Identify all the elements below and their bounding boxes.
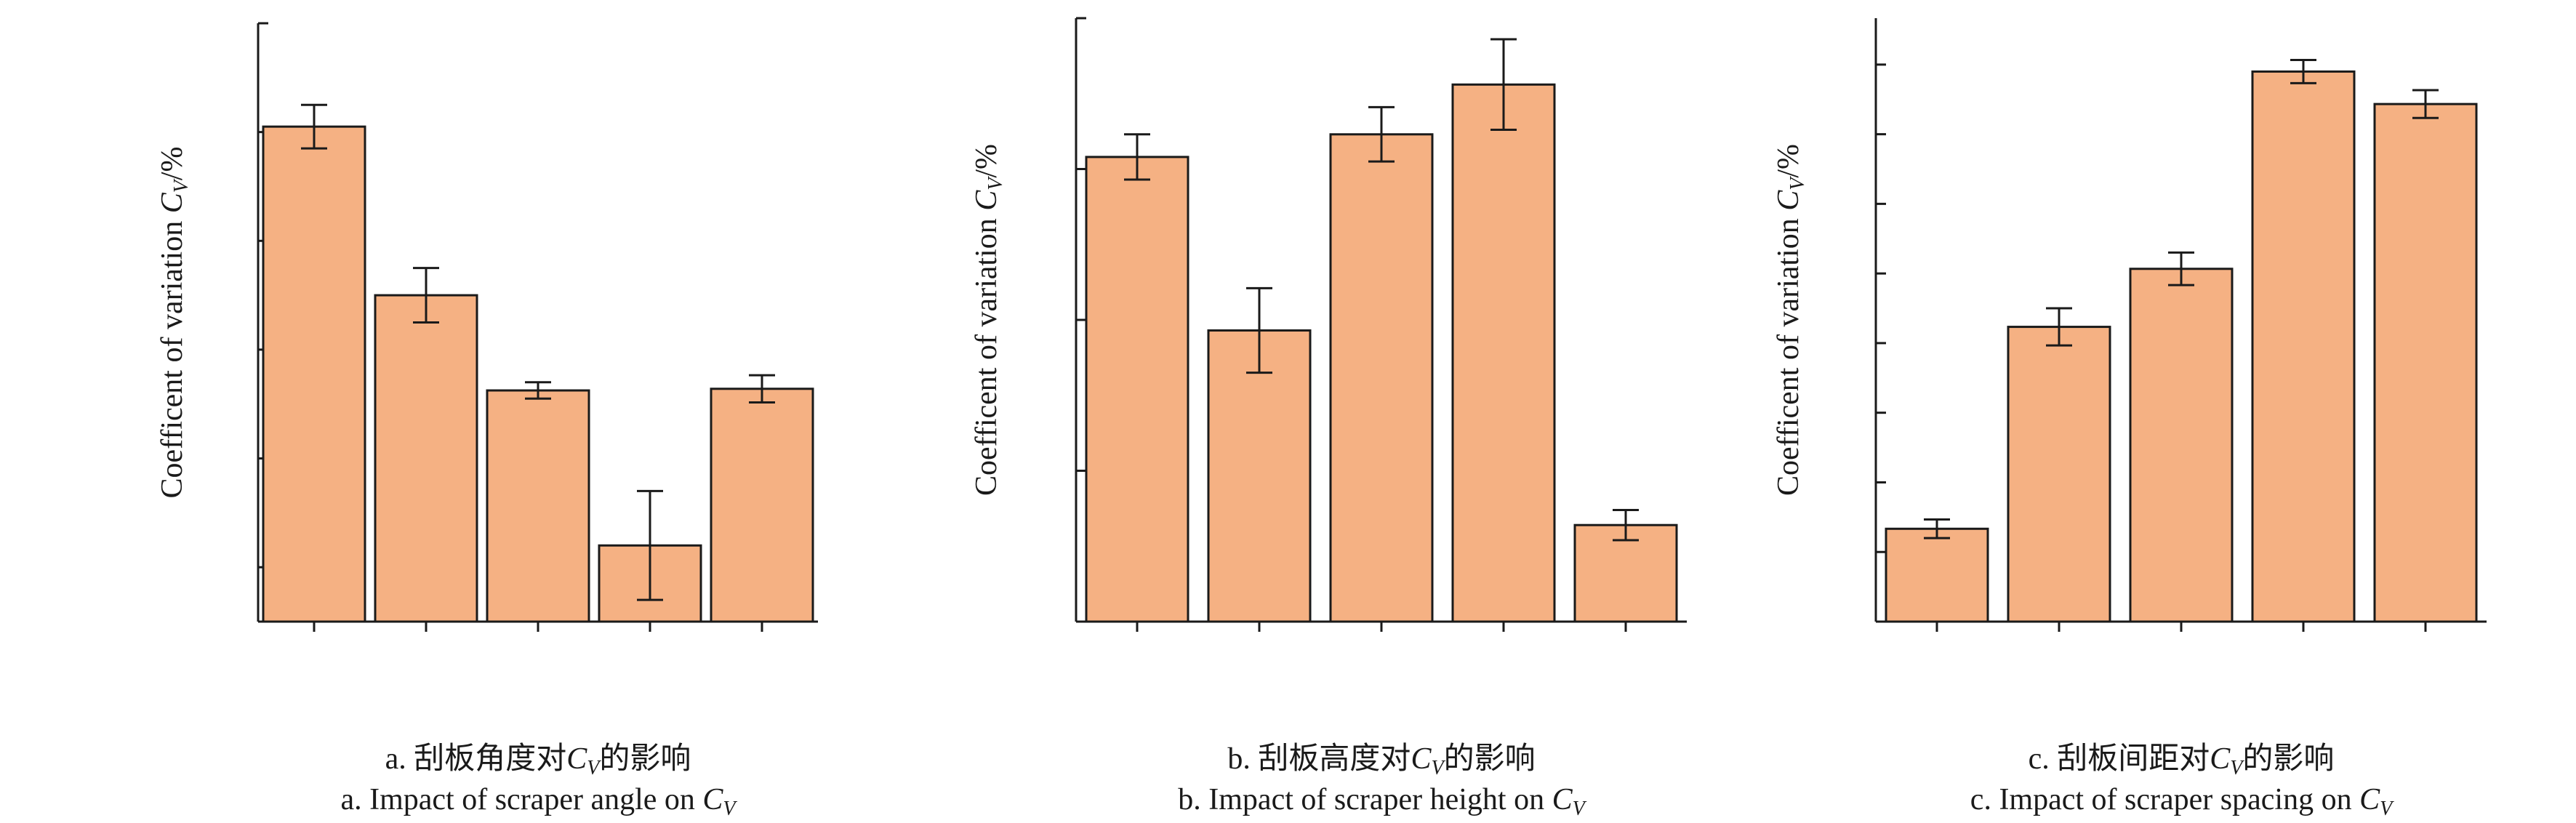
caption-cn-var: C bbox=[2210, 742, 2231, 776]
caption-en-prefix: b. Impact of scraper height on bbox=[1178, 783, 1552, 816]
bar bbox=[2251, 70, 2356, 623]
caption-cn-sub: V bbox=[1431, 757, 1445, 779]
caption-cn-prefix: b. 刮板高度对 bbox=[1227, 742, 1411, 776]
y-axis-label-sub: V bbox=[984, 176, 1007, 190]
y-axis-label-var: C bbox=[156, 192, 189, 213]
error-bar bbox=[1490, 38, 1517, 132]
caption-cn-prefix: c. 刮板间距对 bbox=[2029, 742, 2210, 776]
bar bbox=[486, 389, 590, 623]
caption-en: c. Impact of scraper spacing on CV bbox=[1970, 783, 2394, 820]
caption-cn-sub: V bbox=[587, 757, 601, 779]
error-bar bbox=[413, 267, 439, 324]
chart-panel-c: Coefficent of variation CV/%c. 刮板间距对CV的影… bbox=[1772, 18, 2487, 820]
y-axis-label-unit: /% bbox=[970, 144, 1003, 178]
caption-cn-suffix: 的影响 bbox=[599, 742, 691, 776]
caption-en-prefix: a. Impact of scraper angle on bbox=[340, 783, 702, 816]
y-axis-label-sub: V bbox=[170, 178, 193, 193]
caption-cn: a. 刮板角度对CV的影响 bbox=[385, 742, 691, 779]
caption-cn: b. 刮板高度对CV的影响 bbox=[1227, 742, 1535, 779]
caption-en: b. Impact of scraper height on CV bbox=[1178, 783, 1586, 820]
bar bbox=[710, 388, 814, 623]
error-bar bbox=[525, 381, 551, 400]
caption-cn: c. 刮板间距对CV的影响 bbox=[2029, 742, 2335, 779]
y-axis-label-en: Coefficent of variation CV/% bbox=[970, 144, 1007, 496]
bar bbox=[374, 294, 478, 623]
y-axis-label-en: Coefficent of variation CV/% bbox=[156, 146, 193, 498]
error-bar bbox=[2412, 89, 2439, 119]
error-bar bbox=[301, 103, 327, 150]
error-bar bbox=[749, 374, 775, 404]
error-bar bbox=[1124, 133, 1150, 181]
y-axis-label-en: Coefficent of variation CV/% bbox=[1772, 144, 1809, 496]
y-axis-label-text: Coefficent of variation bbox=[156, 213, 189, 498]
bar bbox=[262, 125, 366, 623]
caption-en-var: C bbox=[1552, 783, 1573, 816]
chart-panel-b: Coefficent of variation CV/%b. 刮板高度对CV的影… bbox=[970, 17, 1687, 820]
bar bbox=[1207, 329, 1312, 623]
bar bbox=[2373, 103, 2478, 623]
caption-cn-sub: V bbox=[2230, 757, 2244, 779]
y-axis-label-text: Coefficent of variation bbox=[1772, 211, 1805, 496]
bar bbox=[2129, 268, 2234, 623]
error-bar bbox=[637, 489, 663, 601]
caption-cn-suffix: 的影响 bbox=[2242, 742, 2334, 776]
caption-cn-var: C bbox=[1411, 742, 1432, 776]
bar bbox=[1451, 83, 1556, 623]
y-axis-label-unit: /% bbox=[1772, 144, 1805, 178]
chart-panel-a: Coefficent of variation CV/%a. 刮板角度对CV的影… bbox=[156, 22, 818, 820]
error-bar bbox=[1924, 518, 1950, 539]
caption-en-prefix: c. Impact of scraper spacing on bbox=[1970, 783, 2359, 816]
caption-en-sub: V bbox=[2380, 798, 2394, 820]
y-axis-label-text: Coefficent of variation bbox=[970, 211, 1003, 496]
caption-cn-prefix: a. 刮板角度对 bbox=[385, 742, 567, 776]
caption-cn-suffix: 的影响 bbox=[1444, 742, 1536, 776]
error-bar bbox=[1246, 286, 1272, 374]
caption-en-sub: V bbox=[1573, 798, 1587, 820]
error-bar bbox=[2168, 251, 2194, 286]
y-axis-label-var: C bbox=[1772, 190, 1805, 211]
bar bbox=[1329, 133, 1434, 623]
error-bar bbox=[1368, 105, 1395, 163]
error-bar bbox=[2046, 307, 2072, 347]
y-axis-label-var: C bbox=[970, 190, 1003, 211]
error-bar bbox=[1613, 508, 1639, 542]
caption-cn-var: C bbox=[566, 742, 587, 776]
error-bar bbox=[2290, 58, 2316, 84]
caption-en-var: C bbox=[2359, 783, 2380, 816]
bar bbox=[1085, 156, 1189, 623]
y-axis-label-unit: /% bbox=[156, 146, 189, 180]
caption-en: a. Impact of scraper angle on CV bbox=[340, 783, 737, 820]
bar bbox=[2007, 326, 2111, 623]
bar bbox=[1885, 527, 1989, 623]
caption-en-sub: V bbox=[723, 798, 737, 820]
y-axis-label-sub: V bbox=[1786, 176, 1809, 190]
caption-en-var: C bbox=[702, 783, 723, 816]
